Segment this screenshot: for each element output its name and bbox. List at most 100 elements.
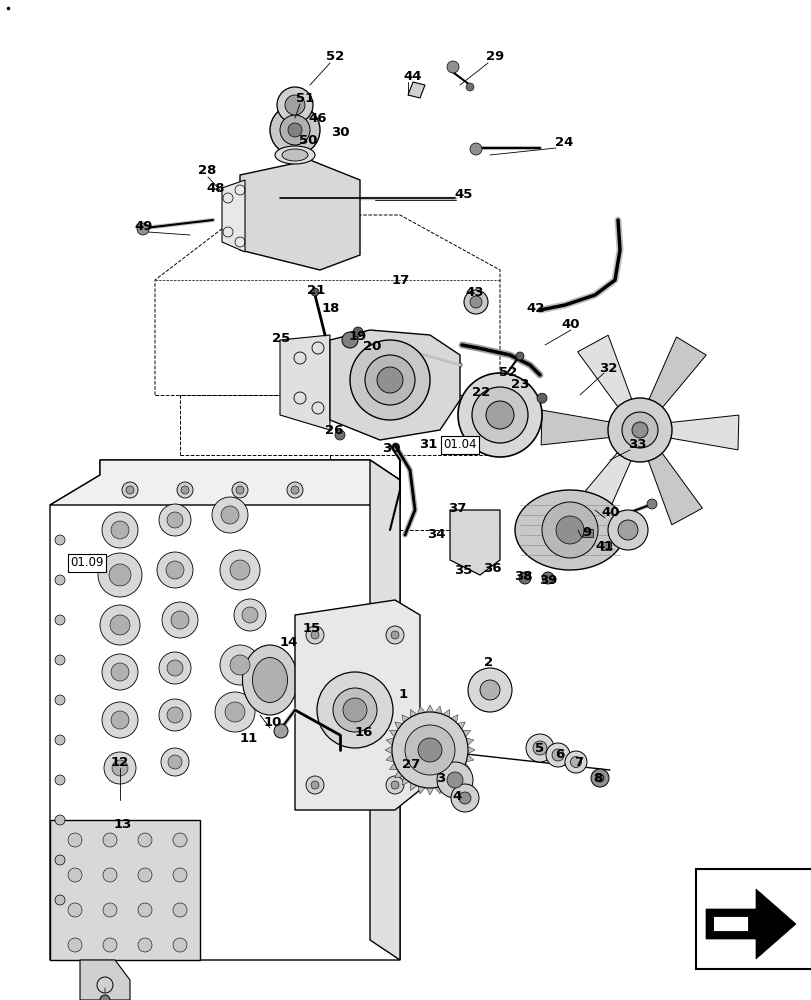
Circle shape (595, 774, 603, 782)
Ellipse shape (281, 149, 307, 161)
Circle shape (102, 702, 138, 738)
Text: 40: 40 (561, 318, 580, 332)
Text: 1: 1 (398, 688, 407, 700)
Text: 30: 30 (381, 442, 400, 456)
Circle shape (273, 724, 288, 738)
Circle shape (165, 561, 184, 579)
Circle shape (122, 482, 138, 498)
Text: 01.09: 01.09 (71, 556, 104, 570)
Circle shape (111, 663, 129, 681)
Circle shape (55, 655, 65, 665)
Circle shape (333, 688, 376, 732)
Circle shape (111, 521, 129, 539)
Circle shape (225, 702, 245, 722)
Text: 3: 3 (436, 772, 445, 784)
Text: 46: 46 (308, 111, 327, 124)
Circle shape (102, 654, 138, 690)
Circle shape (607, 398, 672, 462)
Circle shape (646, 499, 656, 509)
Circle shape (306, 626, 324, 644)
Text: 34: 34 (427, 528, 444, 542)
Text: 50: 50 (298, 133, 317, 146)
Ellipse shape (275, 146, 315, 164)
Text: 52: 52 (498, 365, 517, 378)
Circle shape (55, 615, 65, 625)
Circle shape (350, 340, 430, 420)
Text: 10: 10 (264, 716, 282, 730)
Circle shape (98, 553, 142, 597)
Polygon shape (540, 410, 618, 445)
Ellipse shape (242, 645, 297, 715)
Circle shape (391, 631, 398, 639)
Circle shape (232, 482, 247, 498)
Text: 18: 18 (321, 302, 340, 314)
Circle shape (526, 734, 553, 762)
Circle shape (177, 482, 193, 498)
Circle shape (55, 575, 65, 585)
Circle shape (55, 535, 65, 545)
Polygon shape (443, 709, 449, 718)
Text: 11: 11 (239, 732, 258, 744)
Polygon shape (410, 782, 417, 791)
Circle shape (470, 296, 482, 308)
Circle shape (103, 938, 117, 952)
Circle shape (161, 748, 189, 776)
Text: 38: 38 (513, 570, 531, 584)
Circle shape (479, 680, 500, 700)
Circle shape (607, 510, 647, 550)
Text: 22: 22 (471, 386, 490, 399)
Circle shape (518, 572, 530, 584)
Circle shape (342, 698, 367, 722)
Circle shape (564, 751, 586, 773)
Circle shape (280, 115, 310, 145)
Text: 01.04: 01.04 (443, 438, 476, 452)
Circle shape (157, 552, 193, 588)
Polygon shape (450, 715, 457, 723)
Circle shape (138, 868, 152, 882)
Polygon shape (426, 705, 433, 712)
Circle shape (306, 776, 324, 794)
Circle shape (138, 903, 152, 917)
Circle shape (55, 855, 65, 865)
Text: 15: 15 (303, 621, 320, 635)
Text: 45: 45 (454, 188, 473, 200)
Circle shape (285, 95, 305, 115)
Circle shape (111, 711, 129, 729)
Circle shape (385, 776, 404, 794)
Text: 12: 12 (111, 756, 129, 768)
Circle shape (159, 652, 191, 684)
Circle shape (590, 769, 608, 787)
Text: 28: 28 (198, 164, 216, 178)
Circle shape (137, 223, 148, 235)
Polygon shape (443, 782, 449, 791)
Circle shape (167, 660, 182, 676)
Text: 49: 49 (135, 220, 153, 232)
Circle shape (173, 938, 187, 952)
Polygon shape (394, 771, 402, 778)
Polygon shape (410, 709, 417, 718)
Circle shape (341, 332, 358, 348)
Text: 41: 41 (595, 540, 613, 552)
Circle shape (104, 752, 135, 784)
Text: 2: 2 (484, 656, 493, 670)
Text: 48: 48 (207, 182, 225, 194)
Circle shape (126, 486, 134, 494)
Polygon shape (221, 180, 245, 252)
Polygon shape (426, 788, 433, 795)
Circle shape (112, 760, 128, 776)
Polygon shape (280, 335, 329, 430)
Circle shape (68, 938, 82, 952)
Circle shape (311, 781, 319, 789)
Circle shape (100, 995, 109, 1000)
Circle shape (138, 938, 152, 952)
Text: 8: 8 (593, 772, 602, 784)
Ellipse shape (514, 490, 624, 570)
Polygon shape (644, 445, 702, 525)
Polygon shape (466, 755, 474, 762)
Circle shape (458, 792, 470, 804)
Circle shape (173, 903, 187, 917)
Text: 9: 9 (581, 526, 591, 540)
Polygon shape (407, 82, 424, 98)
Text: 30: 30 (330, 126, 349, 139)
Text: 27: 27 (401, 758, 419, 772)
